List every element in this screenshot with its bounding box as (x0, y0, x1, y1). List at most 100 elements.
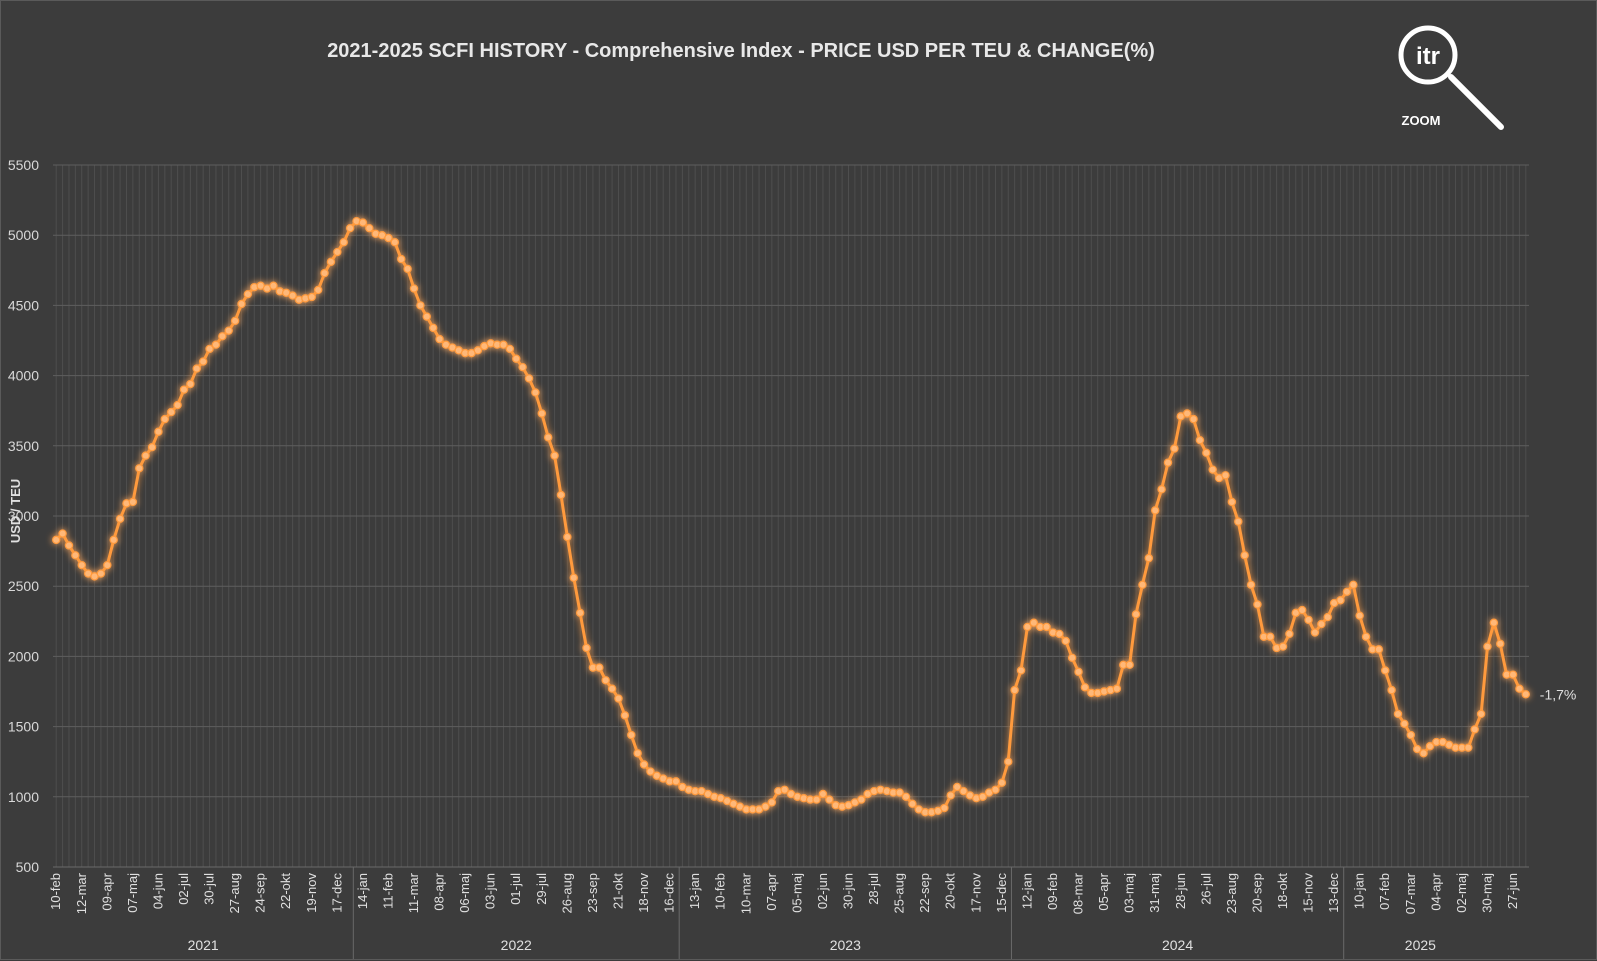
x-tick-label: 27-aug (227, 873, 242, 913)
x-tick-label: 28-jul (866, 873, 881, 905)
data-point (1240, 551, 1249, 560)
data-point (1234, 517, 1243, 526)
data-point (1067, 653, 1077, 663)
x-tick-label: 30-jul (202, 873, 217, 905)
data-point (365, 223, 374, 233)
data-point (1349, 580, 1358, 589)
data-point (1381, 666, 1390, 675)
y-tick-label: 1500 (8, 719, 39, 735)
data-point (569, 573, 578, 582)
data-point (224, 326, 233, 335)
x-tick-label: 06-maj (457, 873, 472, 913)
x-tick-label: 03-jun (483, 873, 498, 909)
x-tick-label: 25-aug (892, 873, 907, 913)
data-point (339, 238, 348, 247)
data-point (422, 312, 431, 321)
data-point (1221, 471, 1230, 480)
x-tick-label: 17-dec (329, 873, 344, 913)
data-point (1515, 684, 1524, 693)
data-point (1355, 611, 1364, 620)
data-point (1425, 742, 1435, 751)
data-point (1227, 497, 1237, 507)
x-tick-label: 19-nov (304, 873, 319, 913)
year-label: 2022 (501, 937, 532, 953)
data-point (1195, 435, 1205, 445)
data-point (614, 694, 623, 703)
x-tick-label: 02-jun (815, 873, 830, 909)
data-point (1406, 730, 1415, 740)
data-point (1483, 642, 1492, 651)
data-point (1285, 629, 1294, 639)
x-tick-label: 08-mar (1071, 872, 1086, 914)
data-point (397, 254, 406, 264)
x-tick-label: 18-okt (1275, 873, 1290, 910)
data-point (550, 451, 559, 460)
x-tick-label: 18-nov (636, 873, 651, 913)
data-point (1464, 743, 1473, 752)
data-point (409, 284, 419, 293)
data-point (1163, 458, 1173, 467)
data-point (51, 535, 61, 545)
data-point (780, 785, 789, 794)
data-point (857, 795, 866, 804)
year-label: 2024 (1162, 937, 1193, 953)
x-tick-label: 23-aug (1224, 873, 1239, 913)
data-point (320, 268, 329, 278)
x-tick-label: 31-maj (1147, 873, 1162, 913)
x-tick-label: 07-apr (764, 872, 779, 910)
data-point (147, 443, 157, 452)
x-tick-label: 22-okt (278, 873, 293, 910)
data-point (173, 400, 182, 410)
data-point (237, 299, 246, 309)
data-point (1246, 580, 1256, 589)
y-tick-label: 500 (16, 859, 40, 875)
data-point (384, 233, 393, 243)
x-tick-label: 05-apr (1096, 872, 1111, 910)
data-point (518, 362, 527, 372)
data-point (895, 788, 904, 797)
data-point (128, 497, 138, 507)
x-tick-label: 11-feb (380, 873, 395, 909)
data-point (997, 778, 1007, 787)
data-point (601, 676, 610, 685)
data-point (358, 218, 368, 227)
data-point (563, 532, 572, 542)
data-point (141, 451, 150, 460)
data-point (901, 792, 911, 802)
x-tick-label: 09-feb (1045, 873, 1060, 910)
data-point (64, 541, 74, 550)
x-tick-label: 10-jan (1352, 873, 1367, 909)
y-tick-label: 2000 (8, 648, 39, 664)
x-tick-label: 14-jan (355, 873, 370, 909)
data-point (154, 427, 163, 436)
data-point (767, 798, 777, 807)
data-point (1489, 618, 1499, 627)
data-point (1010, 685, 1019, 695)
data-point (1112, 684, 1122, 693)
data-point (1374, 645, 1384, 654)
x-tick-label: 10-feb (713, 873, 728, 910)
data-point (1131, 610, 1141, 619)
x-tick-label: 26-aug (559, 873, 574, 913)
data-point (1470, 725, 1479, 734)
data-point (313, 285, 323, 295)
data-point (416, 301, 425, 310)
data-point (333, 247, 342, 257)
x-axis-ticks: 10-feb 12-mar 09-apr 07-maj 04-jun 02-jul 30-j… (48, 872, 1520, 914)
x-tick-label: 23-sep (585, 873, 600, 913)
data-point (1419, 749, 1428, 758)
x-tick-label: 28-jun (1173, 873, 1188, 909)
x-tick-label: 30-maj (1479, 873, 1494, 913)
data-point (1023, 622, 1032, 632)
data-point (1278, 642, 1288, 651)
data-point (1310, 628, 1320, 637)
data-point (1496, 639, 1505, 648)
data-point (345, 223, 355, 233)
plot-area: 500 1000 1500 2000 2500 3000 3500 4000 4500 5000 5… (8, 157, 1531, 959)
data-point (192, 364, 201, 373)
x-tick-label: 10-mar (738, 872, 753, 914)
x-tick-label: 24-sep (253, 873, 268, 913)
data-point (1061, 636, 1070, 646)
data-point (1170, 444, 1179, 453)
data-point (211, 340, 221, 349)
